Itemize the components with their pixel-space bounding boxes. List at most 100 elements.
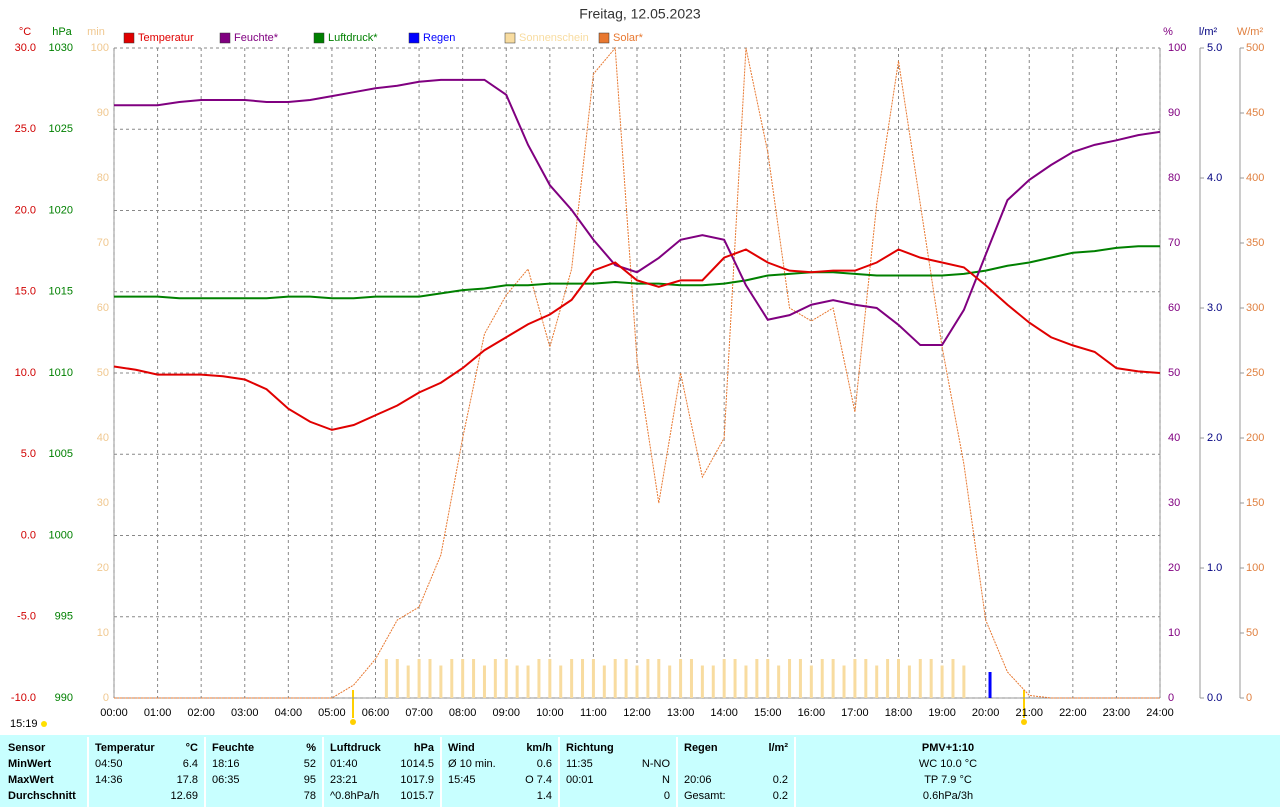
y-tick-label: 80 [1168, 172, 1180, 184]
bar [504, 659, 508, 698]
bar [461, 659, 465, 698]
y-tick-label: 400 [1246, 172, 1264, 184]
y-tick-label: 990 [55, 692, 73, 704]
bar [907, 665, 911, 698]
table-cell: 12.69 [170, 790, 198, 802]
table-cell: 78 [304, 790, 316, 802]
table-cell: 20:06 [684, 774, 712, 786]
bar [864, 659, 868, 698]
axis-unit: °C [19, 26, 31, 38]
bar [897, 659, 900, 698]
x-tick-label: 06:00 [362, 707, 390, 719]
table-cell: 1.4 [537, 790, 552, 802]
table-cell: N-NO [642, 758, 671, 770]
bar [940, 665, 944, 698]
bar [406, 665, 410, 698]
bar [428, 659, 432, 698]
table-cell: TP 7.9 °C [924, 774, 972, 786]
axis-unit: hPa [52, 26, 72, 38]
x-tick-label: 17:00 [841, 707, 869, 719]
legend-swatch [408, 32, 420, 44]
bar [646, 659, 650, 698]
table-cell: 1014.5 [400, 758, 434, 770]
y-tick-label: 100 [91, 42, 109, 54]
table-cell: MinWert [8, 758, 52, 770]
legend-swatch [598, 32, 610, 44]
legend-label: Regen [423, 32, 455, 44]
y-tick-label: 10.0 [15, 367, 36, 379]
x-tick-label: 20:00 [972, 707, 1000, 719]
x-tick-label: 08:00 [449, 707, 477, 719]
bar [988, 672, 992, 698]
legend-label: Luftdruck* [328, 32, 378, 44]
table-cell: % [306, 742, 316, 754]
table-cell: Sensor [8, 742, 46, 754]
bar [591, 659, 595, 698]
x-tick-label: 09:00 [492, 707, 520, 719]
y-tick-label: 50 [1168, 367, 1180, 379]
x-tick-label: 14:00 [710, 707, 738, 719]
y-tick-label: 1000 [49, 529, 73, 541]
bar [831, 659, 835, 698]
x-tick-label: 03:00 [231, 707, 259, 719]
table-cell: MaxWert [8, 774, 54, 786]
y-tick-label: 5.0 [21, 448, 36, 460]
table-cell: km/h [526, 742, 552, 754]
table-cell: Luftdruck [330, 742, 382, 754]
axis-unit: W/m² [1237, 26, 1264, 38]
table-cell: Gesamt: [684, 790, 726, 802]
y-tick-label: 10 [1168, 627, 1180, 639]
bar [624, 659, 628, 698]
sun-icon [41, 721, 47, 727]
table-cell: 0 [664, 790, 670, 802]
bar [689, 659, 693, 698]
table-cell: 11:35 [566, 758, 593, 770]
updated-time: 15:19 [10, 718, 38, 730]
bar [613, 659, 617, 698]
y-tick-label: -10.0 [11, 692, 36, 704]
x-tick-label: 16:00 [798, 707, 826, 719]
y-tick-label: 100 [1168, 42, 1186, 54]
table-cell: Richtung [566, 742, 614, 754]
bar [384, 659, 388, 698]
y-tick-label: 200 [1246, 432, 1264, 444]
y-tick-label: 1020 [49, 204, 73, 216]
bar [918, 659, 922, 698]
bar [581, 659, 585, 698]
bar [766, 659, 770, 698]
y-tick-label: 0 [103, 692, 109, 704]
y-tick-label: 250 [1246, 367, 1264, 379]
y-tick-label: 300 [1246, 302, 1264, 314]
sunrise-icon [350, 719, 356, 725]
series-line [114, 78, 1161, 347]
bar [962, 665, 966, 698]
bar [777, 665, 781, 698]
y-tick-label: 150 [1246, 497, 1264, 509]
bar [842, 665, 846, 698]
table-cell: 95 [304, 774, 316, 786]
y-tick-label: 4.0 [1207, 172, 1222, 184]
table-cell: ^0.8hPa/h [330, 790, 379, 802]
y-tick-label: 5.0 [1207, 42, 1222, 54]
bar [493, 659, 497, 698]
table-cell: O 7.4 [525, 774, 552, 786]
x-tick-label: 13:00 [667, 707, 695, 719]
bar [809, 665, 813, 698]
y-tick-label: 30 [97, 497, 109, 509]
y-tick-label: 50 [97, 367, 109, 379]
bar [755, 659, 759, 698]
y-tick-label: 2.0 [1207, 432, 1222, 444]
x-tick-label: 05:00 [318, 707, 346, 719]
y-tick-label: 100 [1246, 562, 1264, 574]
bar [929, 659, 933, 698]
x-tick-label: 22:00 [1059, 707, 1087, 719]
bar [657, 659, 661, 698]
y-tick-label: 25.0 [15, 123, 36, 135]
table-cell: PMV+1:10 [922, 742, 974, 754]
table-cell: 01:40 [330, 758, 358, 770]
y-tick-label: 1015 [49, 286, 73, 298]
table-cell: WC 10.0 °C [919, 758, 977, 770]
bar [439, 665, 443, 698]
x-tick-label: 07:00 [405, 707, 433, 719]
